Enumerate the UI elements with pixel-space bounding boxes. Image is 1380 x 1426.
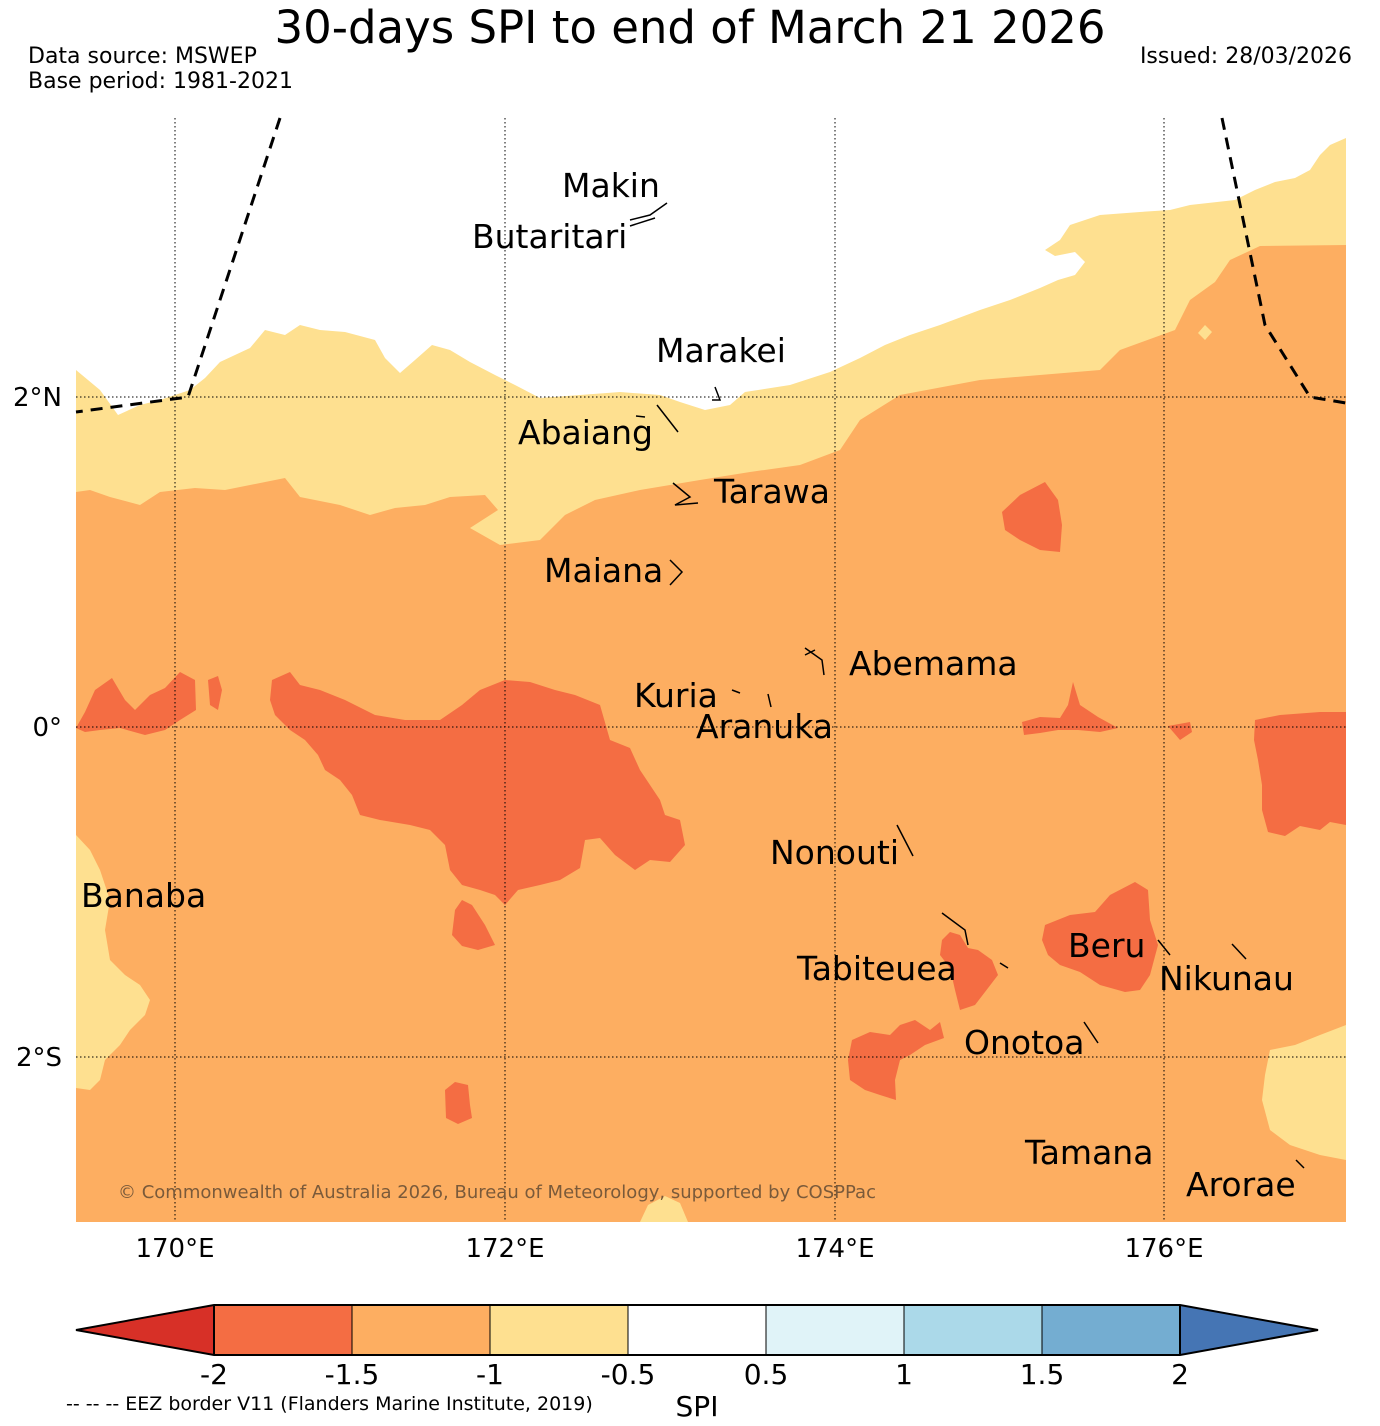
- spi-fill-white-north: [76, 118, 1346, 415]
- spi-fill-red-far-east: [1254, 712, 1346, 836]
- lat-label-0: 0°: [32, 713, 62, 743]
- spi-fill-yellow-small: [1198, 325, 1212, 340]
- island-maiana-outline: [669, 559, 684, 586]
- colorbar-segment-neutral: [628, 1305, 766, 1355]
- spi-fill-red-southwest-a: [452, 900, 495, 950]
- label-marakei: Marakei: [656, 331, 786, 370]
- island-makin-outline: [629, 202, 668, 221]
- lat-label-2s: 2°S: [16, 1043, 62, 1073]
- colorbar-tick: 1.5: [1020, 1358, 1065, 1391]
- label-makin: Makin: [562, 166, 660, 205]
- spi-fill-red-small-2: [1168, 722, 1192, 740]
- spi-fill-red-east-eq: [1022, 682, 1118, 735]
- spi-fill-red-west: [76, 672, 196, 735]
- island-nonouti-outline: [896, 824, 914, 857]
- colorbar-label: SPI: [676, 1390, 719, 1423]
- island-aranuka-outline: [767, 693, 772, 708]
- spi-fill-yellow-southeast: [1262, 1025, 1346, 1160]
- lon-label-174e: 174°E: [795, 1234, 874, 1264]
- colorbar-segment-lt-2: [76, 1305, 214, 1355]
- spi-fill-red-north-east: [1002, 482, 1062, 552]
- spi-fill-red-beru: [1042, 882, 1158, 992]
- island-abemama-outline: [804, 647, 825, 676]
- island-butaritari-outline: [629, 217, 656, 227]
- place-labels: Makin Butaritari Marakei Abaiang Tarawa …: [81, 166, 1296, 1204]
- lat-label-2n: 2°N: [13, 383, 62, 413]
- label-tarawa: Tarawa: [713, 472, 830, 511]
- spi-fill-red-southwest-b: [445, 1082, 472, 1124]
- copyright-notice: © Commonwealth of Australia 2026, Bureau…: [118, 1182, 876, 1203]
- island-abaiang-outline: [635, 404, 679, 433]
- colorbar-tick: 2: [1171, 1358, 1189, 1391]
- spi-fill-red-central: [270, 672, 685, 905]
- label-abemama: Abemama: [849, 644, 1018, 683]
- label-aranuka: Aranuka: [696, 707, 833, 746]
- label-butaritari: Butaritari: [472, 217, 627, 256]
- colorbar-segment-1-1.5: [904, 1305, 1042, 1355]
- eez-border-note: -- -- -- EEZ border V11 (Flanders Marine…: [66, 1393, 593, 1415]
- colorbar-segment-1-0.5: [490, 1305, 628, 1355]
- spi-fill-red-onotoa-west: [848, 1020, 944, 1100]
- label-nikunau: Nikunau: [1159, 959, 1294, 998]
- lon-label-170e: 170°E: [135, 1234, 214, 1264]
- label-tamana: Tamana: [1024, 1133, 1153, 1172]
- lon-label-176e: 176°E: [1124, 1234, 1203, 1264]
- island-tabiteuea-outline: [941, 912, 1009, 969]
- spi-fill-red-tabiteuea: [940, 932, 998, 1010]
- label-beru: Beru: [1068, 926, 1145, 965]
- map-title: 30-days SPI to end of March 21 2026: [274, 1, 1106, 54]
- label-nonouti: Nonouti: [770, 833, 899, 872]
- islands: [629, 202, 1305, 1169]
- colorbar: -2 -1.5 -1 -0.5 0.5 1 1.5 2 SPI: [75, 1304, 1319, 1423]
- colorbar-segment-0.5-1: [766, 1305, 904, 1355]
- label-kuria: Kuria: [634, 676, 718, 715]
- label-maiana: Maiana: [544, 551, 663, 590]
- island-nikunau-outline: [1231, 943, 1247, 960]
- island-marakei-outline: [712, 386, 722, 401]
- island-tarawa-outline: [672, 482, 699, 506]
- colorbar-segment-1.5-1: [352, 1305, 490, 1355]
- eez-line-west: [75, 117, 282, 414]
- eez-border: [75, 117, 1347, 414]
- colorbar-tick: 1: [895, 1358, 913, 1391]
- colorbar-tick: -1.5: [325, 1358, 380, 1391]
- label-tabiteuea: Tabiteuea: [796, 949, 957, 988]
- spi-fill-yellow-south: [640, 1196, 688, 1222]
- label-abaiang: Abaiang: [518, 413, 653, 452]
- label-onotoa: Onotoa: [964, 1023, 1084, 1062]
- graticule: [76, 118, 1346, 1222]
- lon-label-172e: 172°E: [465, 1234, 544, 1264]
- colorbar-tick: -1: [476, 1358, 504, 1391]
- data-source-label: Data source: MSWEP: [28, 44, 257, 69]
- spi-shading: [76, 118, 1346, 1222]
- island-arorae-outline: [1295, 1159, 1305, 1169]
- axis-labels: 170°E 172°E 174°E 176°E 2°N 0° 2°S: [13, 383, 1204, 1264]
- colorbar-segment-2-1.5: [214, 1305, 352, 1355]
- colorbar-tick: 0.5: [744, 1358, 789, 1391]
- colorbar-tick: -2: [200, 1358, 228, 1391]
- spi-fill-yellow-banaba: [76, 835, 150, 1090]
- colorbar-tick: -0.5: [601, 1358, 656, 1391]
- eez-line-east: [1220, 117, 1347, 405]
- spi-fill-red-small-1: [208, 676, 222, 710]
- label-banaba: Banaba: [81, 876, 206, 915]
- issued-date-label: Issued: 28/03/2026: [1139, 44, 1352, 69]
- island-kuria-outline: [731, 689, 741, 694]
- colorbar-segment-gt-2: [1180, 1305, 1318, 1355]
- colorbar-segment-1.5-2: [1042, 1305, 1180, 1355]
- island-beru-outline: [1157, 939, 1171, 956]
- base-period-label: Base period: 1981-2021: [28, 69, 293, 94]
- label-arorae: Arorae: [1186, 1165, 1296, 1204]
- island-onotoa-outline: [1083, 1021, 1099, 1044]
